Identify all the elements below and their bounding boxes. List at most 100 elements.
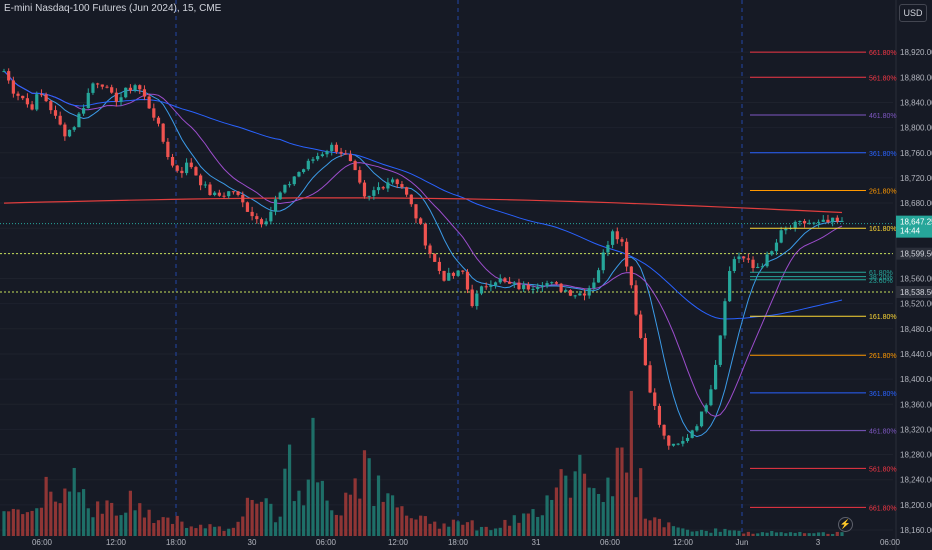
x-tick-label: 3 (816, 538, 821, 547)
y-tick-label: 18,560.00 (900, 275, 932, 284)
volume-bar (629, 390, 633, 536)
volume-bar (231, 527, 235, 536)
candle-body (564, 290, 568, 292)
candle-body (587, 288, 591, 296)
volume-bar (110, 502, 114, 536)
volume-bar (821, 532, 825, 536)
candle-body (578, 293, 582, 296)
price-axis[interactable]: 18,920.00 18,880.00 18,840.00 18,800.00 18,7… (896, 48, 932, 535)
lightning-icon[interactable]: ⚡ (838, 517, 853, 532)
volume-bar (7, 511, 11, 536)
fib-level-label: 23.60% (869, 278, 893, 285)
candle-body (278, 192, 282, 200)
fib-level-label: 261.80% (869, 353, 897, 360)
candle-body (835, 217, 839, 222)
volume-bar (578, 454, 582, 536)
volume-bar (779, 532, 783, 536)
volume-bar (189, 526, 193, 536)
candle-body (625, 241, 629, 267)
candle-body (611, 231, 615, 245)
volume-bar (348, 494, 353, 536)
volume-bar (128, 490, 133, 536)
candle-body (606, 244, 610, 253)
y-tick-label: 18,280.00 (900, 451, 932, 460)
candle-body (414, 204, 418, 219)
volume-bar (297, 490, 301, 536)
candle-body (184, 162, 189, 174)
candle-body (58, 115, 62, 125)
volume-bar (156, 520, 161, 536)
volume-bar (119, 515, 123, 536)
volume-bar (114, 515, 118, 536)
volume-bar (831, 534, 835, 536)
candle-body (344, 153, 348, 155)
symbol-title: E-mini Nasdaq-100 Futures (Jun 2024), 15… (4, 3, 222, 14)
candle-body (170, 157, 175, 166)
fib-level-label: 261.80% (869, 188, 897, 195)
volume-bar (21, 514, 25, 536)
fib-level-label: 38.20% (869, 275, 893, 282)
candle-body (362, 182, 367, 197)
candle-body (390, 179, 395, 183)
volume-bar (784, 533, 788, 536)
currency-button[interactable]: USD (899, 4, 927, 22)
volume-bar (770, 530, 774, 536)
volume-bar (840, 532, 844, 536)
candle-body (573, 295, 577, 297)
volume-bar (381, 501, 385, 536)
volume-bar (826, 533, 830, 536)
candle-body (273, 199, 278, 212)
candle-body (770, 251, 774, 255)
candle-body (395, 179, 399, 185)
x-tick-label: 12:00 (388, 538, 409, 547)
volume-bar (512, 515, 516, 536)
fib-level-label: 661.80% (869, 505, 897, 512)
candle-body (217, 192, 221, 196)
candle-body (742, 256, 746, 259)
time-axis[interactable]: 06:00 12:00 18:00 30 06:00 12:00 18:00 31 06:00 1… (32, 538, 901, 547)
candle-body (11, 80, 15, 94)
candle-body (667, 435, 671, 446)
volume-bar (723, 528, 727, 536)
candle-body (812, 222, 816, 224)
candle-body (493, 282, 498, 286)
y-tick-label: 18,320.00 (900, 425, 932, 434)
candle-body (325, 151, 329, 155)
volume-bar (592, 488, 596, 536)
volume-bar (278, 516, 282, 536)
candle-body (142, 89, 147, 97)
volume-bar (765, 532, 769, 536)
volume-bar (400, 506, 404, 536)
volume-bar (625, 472, 629, 536)
candle-body (779, 230, 783, 243)
fib-level-label: 161.80% (869, 226, 897, 233)
x-tick-label: 06:00 (600, 538, 621, 547)
candle-body (25, 98, 30, 105)
volume-bar (728, 530, 732, 536)
fib-level-label: 461.80% (869, 113, 897, 120)
y-tick-label: 18,520.00 (900, 300, 932, 309)
candle-body (512, 282, 516, 284)
fib-level-label: 161.80% (869, 314, 897, 321)
volume-bar (816, 532, 821, 536)
candle-body (161, 123, 165, 142)
candle-body (465, 271, 470, 290)
candle-body (447, 272, 451, 281)
volume-bar (124, 512, 128, 536)
candle-body (798, 220, 802, 222)
candle-body (236, 191, 240, 195)
candle-body (522, 284, 526, 290)
candle-body (442, 270, 446, 281)
candle-body (39, 94, 44, 96)
volume-bar (395, 507, 399, 536)
candle-body (91, 83, 95, 93)
candle-body (802, 220, 807, 224)
y-tick-label: 18,880.00 (900, 73, 932, 82)
volume-bar (456, 521, 460, 536)
candle-body (728, 271, 732, 302)
volume-bar (699, 529, 704, 536)
volume-bar (362, 450, 367, 536)
candle-body (227, 191, 231, 197)
volume-bar (470, 520, 474, 536)
